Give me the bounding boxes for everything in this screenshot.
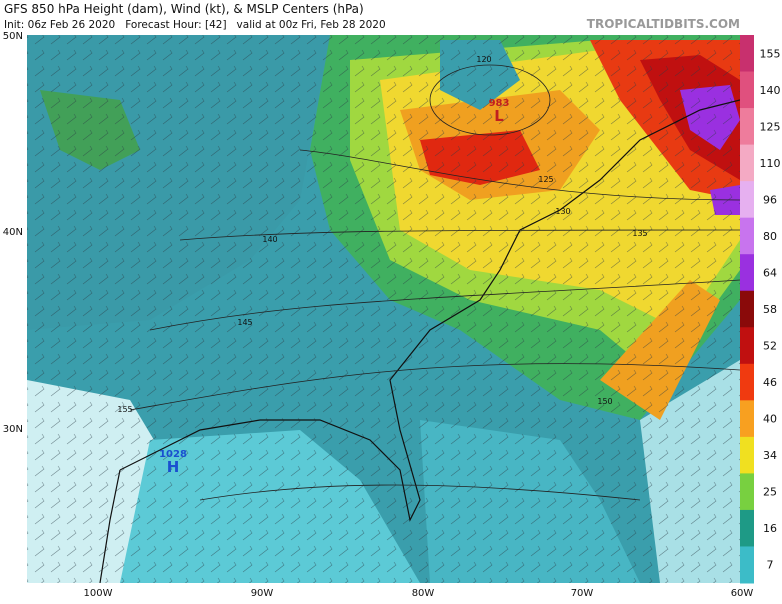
colorbar-band [740,181,754,219]
contour-label: 150 [597,397,612,406]
colorbar-label: 80 [763,230,777,243]
colorbar-label: 7 [767,559,774,572]
colorbar-band [740,546,754,584]
graticule-labels: 50N 40N 30N 100W 90W 80W 70W 60W [3,31,754,599]
center-pressure: 1028 [159,449,187,460]
colorbar-band [740,473,754,511]
colorbar-band [740,509,754,547]
colorbar-band [740,400,754,438]
colorbar-band [740,35,754,73]
colorbar-label: 64 [763,266,777,279]
colorbar-band [740,217,754,255]
colorbar-band [740,436,754,474]
colorbar-label: 125 [760,120,781,133]
latitude-label: 50N [3,31,23,42]
contour-label: 120 [476,55,491,64]
subtitle: Init: 06z Feb 26 2020 Forecast Hour: [42… [4,19,386,31]
colorbar-label: 96 [763,193,777,206]
longitude-label: 70W [571,588,594,599]
center-pressure: 983 [489,98,510,109]
colorbar: 155 140 125 110 96 80 64 58 52 46 40 34 25 16 7 [740,35,781,584]
colorbar-label: 46 [763,376,777,389]
center-type: H [167,458,180,476]
longitude-label: 90W [251,588,274,599]
colorbar-label: 140 [760,84,781,97]
longitude-label: 80W [412,588,435,599]
colorbar-label: 52 [763,340,777,353]
colorbar-band [740,254,754,292]
watermark: TROPICALTIDBITS.COM [587,17,740,31]
colorbar-label: 110 [760,157,781,170]
colorbar-label: 155 [760,47,781,60]
colorbar-label: 40 [763,413,777,426]
colorbar-band [740,290,754,328]
colorbar-label: 16 [763,522,777,535]
colorbar-band [740,71,754,109]
colorbar-label: 58 [763,303,777,316]
colorbar-band [740,363,754,401]
contour-label: 125 [538,175,553,184]
longitude-label: 60W [731,588,754,599]
colorbar-band [740,108,754,146]
latitude-label: 30N [3,424,23,435]
title: GFS 850 hPa Height (dam), Wind (kt), & M… [4,2,364,16]
center-type: L [494,107,504,125]
colorbar-band [740,144,754,182]
colorbar-label: 34 [763,449,777,462]
contour-labels: 120 125 130 135 140 145 150 155 [117,55,647,414]
contour-label: 155 [117,405,132,414]
longitude-label: 100W [84,588,113,599]
map [27,35,740,583]
contour-label: 140 [262,235,277,244]
latitude-label: 40N [3,227,23,238]
colorbar-band [740,327,754,365]
contour-label: 135 [632,229,647,238]
contour-label: 130 [555,207,570,216]
colorbar-label: 25 [763,486,777,499]
contour-label: 145 [237,318,252,327]
